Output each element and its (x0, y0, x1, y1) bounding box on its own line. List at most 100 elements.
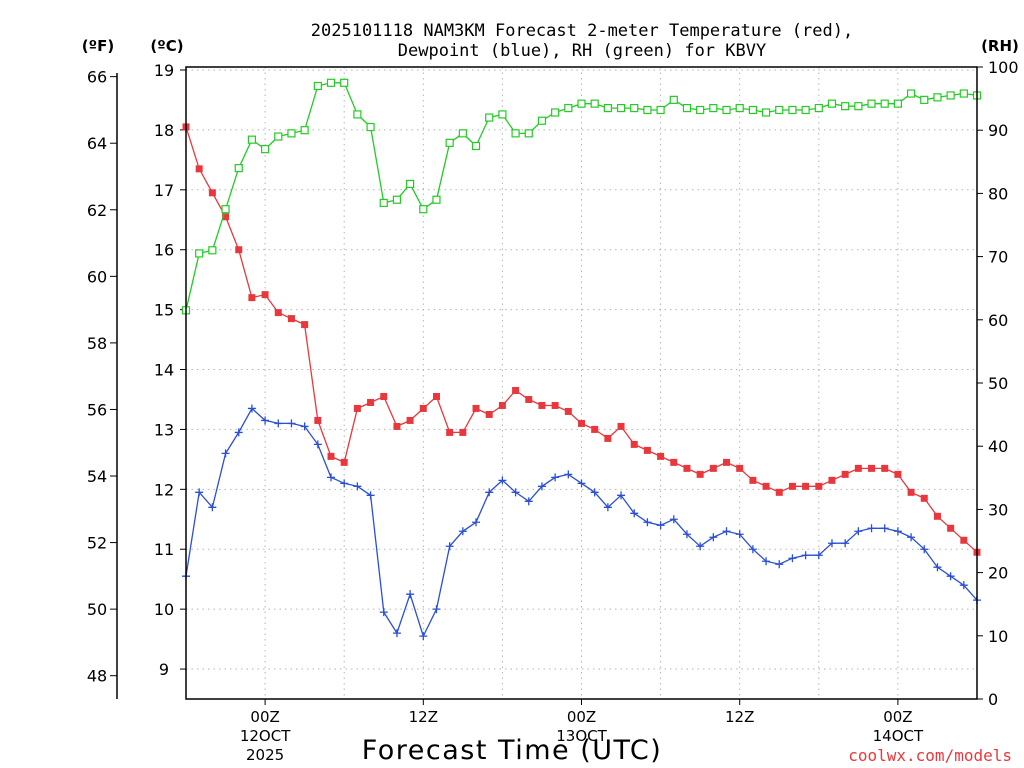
temperature-point (907, 488, 915, 496)
rh-tick-label: 10 (988, 627, 1008, 646)
rh-point (669, 95, 678, 104)
rh-tick-label: 80 (988, 184, 1008, 203)
rh-point (577, 99, 586, 108)
temperature-point (617, 422, 625, 430)
celsius-tick-label: 15 (154, 301, 174, 320)
rh-point (366, 122, 375, 132)
temperature-point (775, 488, 783, 496)
x-tick-label: 00Z (883, 708, 912, 726)
temperature-point (235, 246, 243, 254)
credit-text: coolwx.com/models (848, 746, 1012, 765)
temperature-point (736, 464, 744, 472)
temperature-point (933, 512, 941, 520)
celsius-unit-label: (ºC) (150, 37, 183, 55)
celsius-tick-label: 18 (154, 121, 174, 140)
temperature-line (185, 126, 978, 553)
rh-tick-label: 100 (988, 58, 1019, 77)
dewpoint-point (669, 515, 678, 524)
temperature-point (696, 470, 704, 478)
dewpoint-point (313, 440, 322, 449)
temperature-point (208, 189, 216, 197)
dewpoint-point (577, 479, 586, 488)
dewpoint-point (551, 473, 560, 482)
dewpoint-point (392, 629, 401, 638)
temperature-point (802, 482, 810, 490)
fahrenheit-tick-label: 58 (87, 334, 107, 353)
rh-point (827, 99, 837, 108)
dewpoint-point (379, 608, 388, 617)
rh-point (630, 103, 639, 113)
dewpoint-point (907, 533, 916, 542)
dewpoint-point (920, 545, 929, 554)
dewpoint-point (656, 521, 665, 530)
grid-lines (186, 67, 977, 699)
rh-point (841, 102, 850, 111)
fahrenheit-tick-label: 64 (87, 134, 107, 153)
temperature-point (630, 440, 638, 448)
celsius-tick-label: 16 (154, 241, 174, 260)
rh-point (406, 179, 415, 189)
dewpoint-point (261, 416, 270, 425)
temperature-point (432, 392, 440, 400)
celsius-tick-label: 13 (154, 420, 174, 439)
fahrenheit-tick-label: 66 (87, 68, 107, 87)
rh-point (208, 246, 217, 255)
rh-point (906, 89, 916, 98)
temperature-point (393, 422, 401, 430)
dewpoint-point (854, 527, 863, 536)
chart-title-line2: Dewpoint (blue), RH (green) for KBVY (398, 41, 766, 61)
dewpoint-point (762, 557, 771, 566)
x-tick-date-label: 12OCT (240, 727, 291, 745)
dewpoint-point (590, 488, 599, 497)
temperature-point (709, 464, 717, 472)
x-tick-label: 12Z (725, 708, 754, 726)
dewpoint-point (880, 524, 889, 533)
series-layer (181, 78, 982, 641)
temperature-point (301, 321, 309, 329)
dewpoint-point (946, 572, 955, 581)
dewpoint-point (234, 428, 243, 437)
x-tick-date-label: 13OCT (556, 727, 607, 745)
rh-point (748, 105, 757, 115)
temperature-point (604, 434, 612, 442)
temperature-point (828, 476, 836, 484)
temperature-point (538, 401, 546, 409)
temperature-point (920, 494, 928, 502)
dewpoint-point (195, 488, 204, 497)
dewpoint-point (893, 527, 902, 536)
temperature-point (749, 476, 757, 484)
dewpoint-point (841, 539, 850, 548)
dewpoint-point (643, 518, 652, 527)
fahrenheit-tick-label: 62 (87, 201, 107, 220)
rh-point (392, 195, 402, 204)
rh-point (445, 138, 454, 147)
dewpoint-point (458, 527, 467, 536)
dewpoint-point (274, 419, 283, 428)
rh-point (854, 102, 863, 111)
dewpoint-point (933, 563, 942, 572)
dewpoint-point (406, 590, 415, 599)
temperature-point (274, 309, 282, 317)
rh-tick-label: 70 (988, 248, 1008, 267)
dewpoint-point (630, 509, 639, 518)
plot-frame (185, 66, 978, 700)
rh-point (775, 105, 784, 115)
rh-point (261, 145, 270, 154)
temperature-point (670, 458, 678, 466)
dewpoint-point (748, 545, 757, 554)
rh-point (603, 103, 612, 113)
fahrenheit-tick-label: 52 (87, 534, 107, 553)
temperature-point (459, 428, 467, 436)
dewpoint-point (959, 581, 968, 590)
chart-title-line1: 2025101118 NAM3KM Forecast 2-meter Tempe… (311, 21, 853, 41)
rh-point (326, 78, 336, 87)
rh-point (300, 126, 309, 135)
rh-point (432, 195, 441, 204)
fahrenheit-tick-label: 50 (87, 600, 107, 619)
rh-point (247, 135, 257, 144)
celsius-tick-label: 11 (154, 540, 174, 559)
x-tick-year-label: 2025 (246, 746, 284, 764)
rh-tick-label: 90 (988, 121, 1008, 140)
celsius-tick-label: 12 (154, 480, 174, 499)
